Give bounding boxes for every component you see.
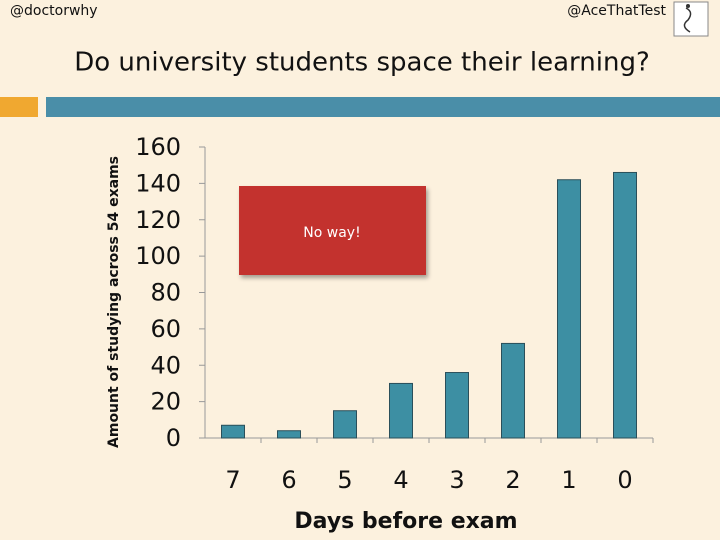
y-axis-title: Amount of studying across 54 exams — [106, 156, 122, 448]
logo — [673, 1, 709, 37]
y-tick-label: 100 — [135, 242, 181, 270]
annotation: No way! — [303, 225, 360, 241]
bar — [333, 410, 357, 439]
bar — [277, 430, 301, 439]
y-tick-label: 40 — [150, 351, 181, 379]
handle-left: @doctorwhy — [10, 3, 98, 19]
annotation-box — [239, 186, 426, 275]
x-tick-label: 2 — [505, 466, 520, 494]
x-tick-label: 1 — [561, 466, 576, 494]
x-tick-label: 3 — [449, 466, 464, 494]
bar — [445, 372, 469, 439]
x-tick-label: 6 — [281, 466, 296, 494]
x-tick-label: 5 — [337, 466, 352, 494]
x-tick-label: 0 — [617, 466, 632, 494]
bar — [221, 424, 245, 439]
y-tick-label: 80 — [150, 279, 181, 307]
header-bar — [46, 97, 720, 117]
x-tick-label: 7 — [225, 466, 240, 494]
bar — [613, 171, 637, 439]
x-tick-label: 4 — [393, 466, 408, 494]
y-tick-label: 20 — [150, 388, 181, 416]
bar — [501, 342, 525, 439]
x-axis-title: Days before exam — [294, 509, 517, 534]
y-tick-label: 160 — [135, 133, 181, 161]
y-tick-label: 120 — [135, 206, 181, 234]
bar — [557, 179, 581, 439]
bar — [389, 382, 413, 439]
y-tick-label: 60 — [150, 315, 181, 343]
y-tick-label: 0 — [166, 424, 181, 452]
accent-bar — [0, 97, 38, 117]
y-tick-label: 140 — [135, 169, 181, 197]
chart-title: Do university students space their learn… — [74, 48, 650, 78]
handle-right: @AceThatTest — [567, 3, 666, 19]
